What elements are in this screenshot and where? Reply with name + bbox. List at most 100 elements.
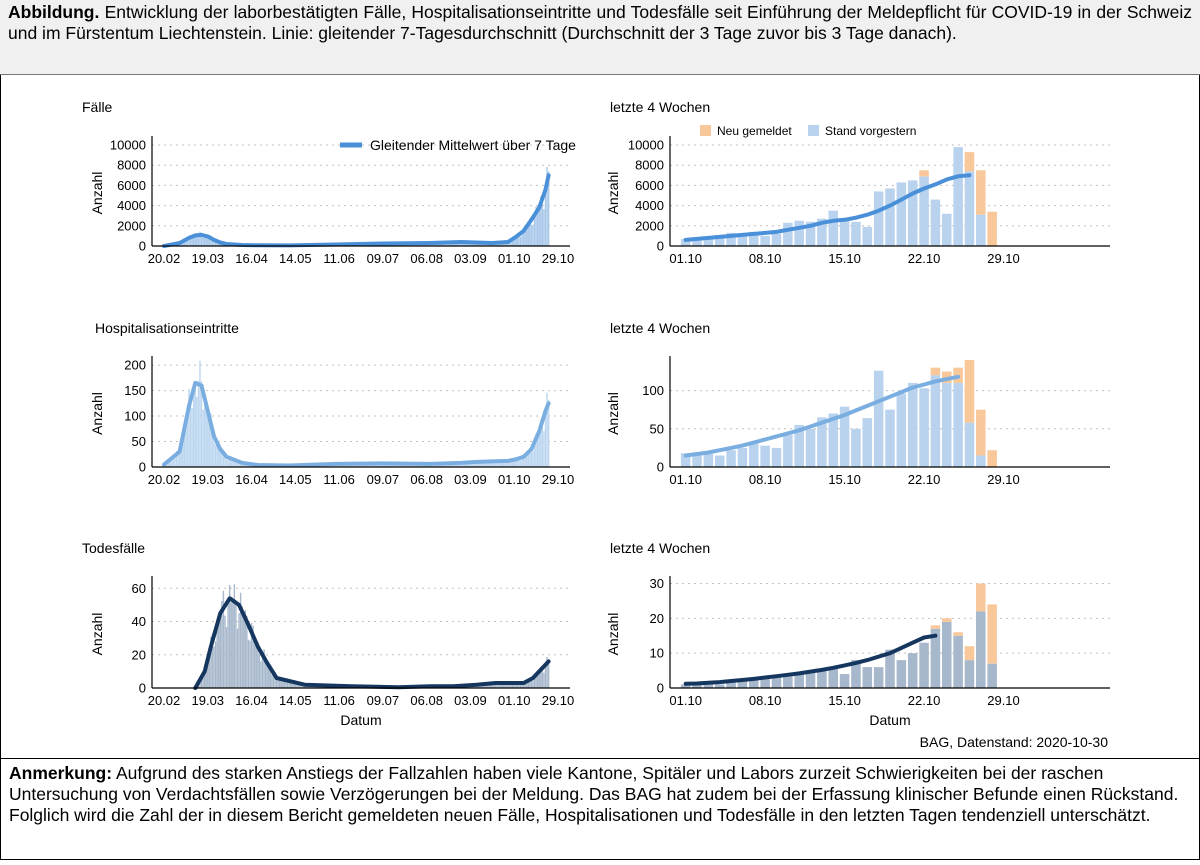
- faelle-gesamt-ytick: 8000: [117, 158, 146, 173]
- faelle-gesamt-legend-label: Gleitender Mittelwert über 7 Tage: [370, 137, 576, 153]
- hosp-4wochen-bar-stand: [760, 446, 770, 467]
- faelle-4wochen-xtick: 29.10: [987, 251, 1020, 266]
- hosp-gesamt-xtick: 14.05: [279, 472, 312, 487]
- tod-gesamt-xtick: 14.05: [279, 693, 312, 708]
- tod-gesamt-bar: [248, 640, 249, 688]
- tod-gesamt-xtick: 09.07: [367, 693, 400, 708]
- faelle-4wochen-title: letzte 4 Wochen: [610, 99, 710, 115]
- hosp-gesamt-bar: [204, 404, 205, 467]
- hosp-gesamt-ytick: 0: [139, 460, 146, 475]
- hosp-4wochen-bar-stand: [704, 454, 714, 467]
- hosp-gesamt-xtick: 06.08: [410, 472, 443, 487]
- tod-gesamt-bar: [254, 642, 255, 688]
- faelle-4wochen-bar-stand: [783, 223, 793, 246]
- faelle-4wochen-ytick: 10000: [628, 138, 664, 153]
- tod-4wochen-bar-stand: [874, 667, 884, 688]
- hosp-gesamt-bar: [215, 445, 216, 467]
- tod-4wochen-xtick: 08.10: [749, 693, 782, 708]
- faelle-gesamt-xtick: 06.08: [410, 251, 443, 266]
- hosp-4wochen-bar-neu: [931, 368, 941, 376]
- faelle-gesamt-xtick: 11.06: [323, 251, 355, 266]
- tod-gesamt-xtick: 03.09: [454, 693, 487, 708]
- tod-4wochen-bar-stand: [942, 622, 952, 688]
- tod-gesamt-xtick: 20.02: [148, 693, 181, 708]
- hosp-4wochen-ytick: 100: [642, 383, 664, 398]
- tod-gesamt-ytick: 0: [139, 681, 146, 696]
- hosp-gesamt-bar: [198, 381, 199, 467]
- hosp-4wochen-bar-stand: [749, 443, 759, 467]
- tod-gesamt-bar: [238, 613, 239, 688]
- hosp-gesamt-ylabel: Anzahl: [89, 392, 105, 435]
- hosp-4wochen-bar-stand: [897, 394, 907, 467]
- tod-gesamt-bar: [532, 681, 533, 688]
- tod-gesamt-bar: [213, 646, 214, 688]
- hosp-gesamt-bar: [542, 425, 543, 467]
- hosp-4wochen-xtick: 22.10: [908, 472, 941, 487]
- faelle-4wochen-ytick: 4000: [635, 198, 664, 213]
- faelle-4wochen-bar-neu: [965, 152, 975, 171]
- tod-gesamt-xtick: 01.10: [498, 693, 531, 708]
- faelle-gesamt-bar: [532, 225, 533, 246]
- faelle-4wochen-legend-neu-label: Neu gemeldet: [717, 124, 792, 138]
- faelle-4wochen-bar-stand: [840, 221, 850, 246]
- tod-4wochen-bar-stand: [908, 653, 918, 688]
- faelle-gesamt-bar: [543, 209, 544, 246]
- hosp-gesamt-bar: [532, 451, 533, 467]
- source-label: BAG, Datenstand: 2020-10-30: [920, 734, 1109, 750]
- hosp-4wochen-bar-neu: [987, 450, 997, 467]
- hosp-gesamt-xtick: 01.10: [498, 472, 531, 487]
- hosp-4wochen-bar-stand: [692, 456, 702, 467]
- hosp-4wochen-bar-stand: [726, 450, 736, 467]
- hosp-gesamt-bar: [213, 443, 214, 467]
- tod-4wochen-ylabel: Anzahl: [605, 613, 621, 656]
- hosp-gesamt-xtick: 09.07: [367, 472, 400, 487]
- tod-gesamt-title: Todesfälle: [82, 540, 145, 556]
- faelle-4wochen-xtick: 01.10: [669, 251, 702, 266]
- tod-gesamt-bar: [545, 665, 546, 688]
- tod-gesamt-bar: [227, 600, 228, 688]
- faelle-4wochen-xtick: 08.10: [749, 251, 782, 266]
- hosp-gesamt-xtick: 03.09: [454, 472, 487, 487]
- tod-gesamt-bar: [256, 643, 257, 688]
- tod-4wochen-bar-stand: [794, 674, 804, 688]
- hosp-4wochen-bar-stand: [783, 435, 793, 467]
- hosp-4wochen-title: letzte 4 Wochen: [610, 320, 710, 336]
- hosp-4wochen-bar-stand: [851, 429, 861, 467]
- hosp-4wochen-bar-stand: [942, 383, 952, 467]
- tod-4wochen-xtick: 22.10: [908, 693, 941, 708]
- tod-4wochen-bar-stand: [817, 671, 827, 688]
- faelle-gesamt-bar: [537, 211, 538, 246]
- faelle-gesamt-title: Fälle: [82, 99, 113, 115]
- hosp-4wochen-bar-stand: [953, 383, 963, 467]
- hosp-gesamt-ytick: 150: [124, 383, 146, 398]
- tod-gesamt-bar: [271, 675, 272, 688]
- hosp-4wochen-bar-neu: [976, 410, 986, 456]
- hosp-gesamt-xtick: 29.10: [542, 472, 575, 487]
- faelle-gesamt-bar: [545, 190, 546, 246]
- hosp-gesamt-bar: [179, 454, 180, 467]
- tod-4wochen-xlabel: Datum: [869, 712, 910, 728]
- faelle-gesamt-xtick: 03.09: [454, 251, 487, 266]
- faelle-4wochen-bar-stand: [863, 227, 873, 246]
- hosp-gesamt-title: Hospitalisationseintritte: [95, 320, 239, 336]
- tod-gesamt-bar: [215, 641, 216, 688]
- hosp-gesamt-bar: [237, 463, 238, 467]
- faelle-gesamt-xtick: 16.04: [235, 251, 268, 266]
- hosp-4wochen-bar-stand: [738, 448, 748, 467]
- tod-4wochen-bar-stand: [987, 664, 997, 688]
- faelle-gesamt-bar: [521, 234, 522, 246]
- hosp-gesamt-bar: [202, 410, 203, 467]
- tod-gesamt-ylabel: Anzahl: [89, 613, 105, 656]
- hosp-gesamt-bar: [220, 451, 221, 467]
- faelle-4wochen-legend-stand-label: Stand vorgestern: [825, 124, 916, 138]
- tod-4wochen-xtick: 15.10: [828, 693, 861, 708]
- faelle-4wochen-xtick: 22.10: [908, 251, 941, 266]
- hosp-4wochen-bar-stand: [863, 418, 873, 467]
- tod-gesamt-bar: [224, 616, 225, 688]
- hosp-4wochen-bar-stand: [772, 448, 782, 467]
- faelle-4wochen-legend-stand-key: [808, 125, 819, 136]
- tod-gesamt-bar: [226, 627, 227, 688]
- tod-4wochen-bar-stand: [772, 678, 782, 688]
- hosp-4wochen-ylabel: Anzahl: [605, 392, 621, 435]
